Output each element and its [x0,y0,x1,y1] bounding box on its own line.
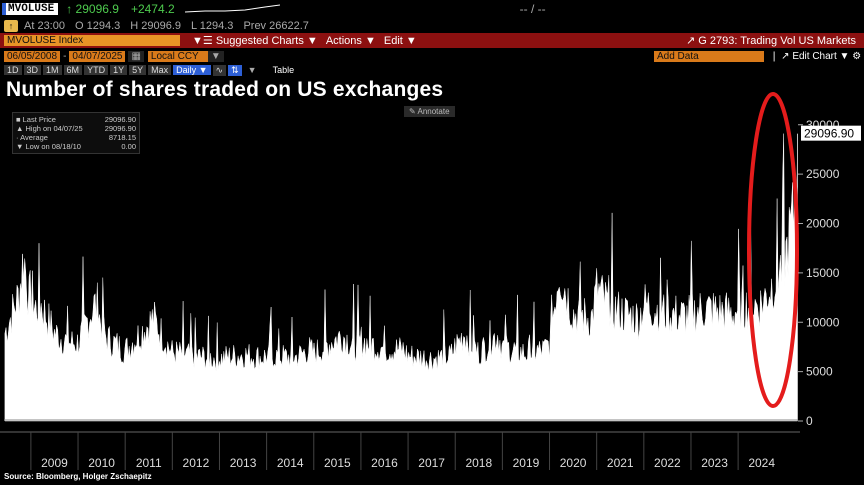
date-from[interactable]: 06/05/2008 [4,51,61,62]
legend-item: ■ Last Price 29096.90 [16,115,136,124]
edit-chart-button[interactable]: ❘ ↗ Edit Chart ▼ ⚙ [769,51,862,62]
annotate-label: Annotate [417,107,450,116]
legend: ■ Last Price 29096.90 ▲ High on 04/07/25 29… [12,112,140,154]
period-buttons: 1D 3D 1M 6M YTD 1Y 5Y Max [4,65,173,75]
last-price: ↑ 29096.9 [66,2,119,16]
y-tick-label: 25000 [806,167,840,181]
y-tick-label: 0 [806,414,813,428]
period-bar: 1D 3D 1M 6M YTD 1Y 5Y Max Daily ▼ ∿ ⇅ ▼ Table [0,63,864,77]
x-tick-label: 2012 [183,456,210,470]
y-tick-label: 30000 [806,118,840,132]
actions-menu[interactable]: Actions ▼ [325,34,376,47]
flag-icon[interactable]: ↑ [4,20,18,32]
currency-select[interactable]: Local CCY [147,51,208,62]
x-tick-label: 2017 [418,456,445,470]
x-tick-label: 2014 [277,456,304,470]
period-button-1m[interactable]: 1M [43,65,62,75]
x-tick-label: 2016 [371,456,398,470]
settings-icon: ⚙ [852,51,862,62]
suggested-charts-label: Suggested Charts [215,35,304,47]
index-field[interactable]: MVOLUSE Index [4,35,180,46]
legend-label: ■ Last Price [16,115,56,124]
volume-series-area [4,133,798,422]
last-value-box [801,125,861,141]
bid-ask: -- / -- [519,2,546,16]
x-tick-label: 2019 [513,456,540,470]
source-note: Source: Bloomberg, Holger Zschaepitz [4,472,152,481]
actions-label: Actions [325,34,362,47]
y-tick-label: 5000 [806,365,833,379]
frequency-select[interactable]: Daily ▼ [173,65,211,75]
annotate-button[interactable]: ✎ Annotate [404,106,455,117]
quote-bar: MVOLUSE ↑ 29096.9 +2474.2 -- / -- [0,0,864,18]
period-button-3d[interactable]: 3D [23,65,42,75]
edit-chart-label: Edit Chart [792,51,837,62]
period-button-6m[interactable]: 6M [63,65,83,75]
period-button-ytd[interactable]: YTD [84,65,109,75]
y-tick-label: 15000 [806,266,840,280]
frequency-label: Daily [176,65,197,75]
date-to[interactable]: 04/07/2025 [69,51,126,62]
suggested-charts-menu[interactable]: ▼☰ Suggested Charts ▼ [192,35,318,47]
pencil-icon: ✎ [409,107,416,116]
x-tick-label: 2010 [88,456,115,470]
edit-label: Edit [383,34,403,47]
more-chevron-icon[interactable]: ▼ [247,65,257,75]
ticker[interactable]: MVOLUSE [2,3,59,15]
x-tick-label: 2018 [465,456,492,470]
legend-label: ▼ Low on 08/18/10 [16,142,81,151]
x-tick-label: 2024 [748,456,775,470]
legend-label: ▲ High on 04/07/25 [16,124,83,133]
open-value: O 1294.3 [74,20,121,32]
x-tick-label: 2020 [560,456,587,470]
x-tick-label: 2023 [701,456,728,470]
date-separator: - [63,51,67,62]
x-tick-label: 2022 [654,456,681,470]
x-tick-label: 2015 [324,456,351,470]
highlight-ellipse [747,92,799,408]
at-time: At 23:00 [24,20,65,32]
line-type-icon[interactable]: ∿ [212,64,227,76]
legend-value: 8718.15 [108,133,136,142]
bar-type-icon[interactable]: ⇅ [228,64,242,76]
ohlc-bar: ↑ At 23:00 O 1294.3 H 29096.9 L 1294.3 P… [0,18,864,34]
legend-value: 29096.90 [104,115,136,124]
low-value: L 1294.3 [191,20,234,32]
y-tick-label: 20000 [806,217,840,231]
prev-value: Prev 26622.7 [243,20,309,32]
edit-menu[interactable]: Edit ▼ [383,34,417,47]
chart-title: Number of shares traded on US exchanges [6,78,444,101]
y-tick-label: 10000 [806,315,840,329]
high-value: H 29096.9 [130,20,182,32]
legend-item: · Average 8718.15 [16,133,136,142]
function-title-label: G 2793: Trading Vol US Markets [698,35,856,47]
legend-label: · Average [16,133,48,142]
sparkline [184,4,280,13]
period-button-1d[interactable]: 1D [4,65,22,75]
currency-chevron-icon[interactable]: ▼ [207,51,224,62]
function-bar: MVOLUSE Index ▼☰ Suggested Charts ▼ Acti… [0,33,864,48]
calendar-icon[interactable]: ▦ [128,51,144,62]
legend-item: ▼ Low on 08/18/10 0.00 [16,142,136,151]
period-button-1y[interactable]: 1Y [110,65,128,75]
legend-item: ▲ High on 04/07/25 29096.90 [16,124,136,133]
table-button[interactable]: Table [272,65,295,75]
period-button-5y[interactable]: 5Y [129,65,147,75]
x-tick-label: 2009 [41,456,68,470]
price-change: +2474.2 [130,2,175,16]
legend-value: 0.00 [121,142,136,151]
period-button-max[interactable]: Max [148,65,172,75]
external-icon: ↗ [685,35,696,47]
last-value-label: 29096.90 [804,127,854,141]
x-tick-label: 2011 [136,456,162,470]
x-tick-label: 2021 [607,456,634,470]
add-data-input[interactable]: Add Data [653,51,764,62]
legend-value: 29096.90 [104,124,136,133]
date-bar: 06/05/2008 - 04/07/2025 ▦ Local CCY ▼ Ad… [0,50,864,63]
function-title[interactable]: ↗ G 2793: Trading Vol US Markets [686,34,856,47]
x-tick-label: 2013 [230,456,257,470]
